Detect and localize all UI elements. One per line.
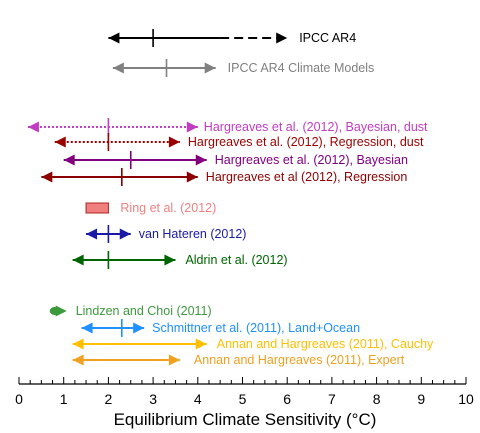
series-label: Hargreaves et al. (2012), Regression, du…: [188, 135, 424, 149]
range-arrow-head: [81, 322, 93, 334]
range-arrow-head: [72, 354, 84, 366]
range-arrow-head: [27, 121, 39, 133]
series-label: Hargreaves et al. (2012), Bayesian, dust: [204, 120, 428, 134]
range-bar: [54, 133, 180, 151]
range-arrow-head: [168, 354, 180, 366]
range-arrow-head: [72, 338, 84, 350]
series-label: Schmittner et al. (2011), Land+Ocean: [152, 321, 360, 335]
x-axis-label: Equilibrium Climate Sensitivity (°C): [114, 410, 377, 429]
series-label: Annan and Hargreaves (2011), Cauchy: [217, 337, 434, 351]
series-label: IPCC AR4 Climate Models: [228, 61, 375, 75]
range-bar: [41, 168, 198, 186]
range-bar: [112, 59, 216, 77]
range-bar: [86, 225, 131, 243]
x-tick-label: 4: [194, 391, 202, 407]
range-arrow-head: [186, 121, 198, 133]
x-tick-label: 1: [60, 391, 68, 407]
range-arrow-head: [276, 32, 288, 44]
x-tick-label: 6: [283, 391, 291, 407]
range-bar: [72, 354, 180, 366]
range-arrow-head: [112, 62, 124, 74]
x-tick-label: 3: [149, 391, 157, 407]
series-label: Annan and Hargreaves (2011), Expert: [194, 353, 405, 367]
x-tick-label: 8: [373, 391, 381, 407]
series-label: van Hateren (2012): [139, 227, 247, 241]
range-bar: [85, 202, 109, 214]
x-tick-label: 2: [105, 391, 113, 407]
series-label: Lindzen and Choi (2011): [76, 304, 212, 318]
range-bar: [49, 305, 67, 317]
range-arrow-head: [168, 136, 180, 148]
x-axis: 0 1 2 3 4 5 6 7 8 9 10: [15, 377, 474, 407]
series-labels: IPCC AR4 IPCC AR4 Climate Models Hargreave…: [76, 31, 434, 367]
range-arrow-head: [195, 338, 207, 350]
range-arrow-head: [133, 322, 145, 334]
range-bar: [108, 29, 288, 47]
range-bar: [72, 338, 207, 350]
range-box: [85, 202, 109, 214]
range-arrow-head: [204, 62, 216, 74]
range-arrow-head: [63, 154, 75, 166]
x-tick-label: 9: [417, 391, 425, 407]
range-arrow-head: [41, 171, 53, 183]
series-label: Hargreaves et al. (2012), Bayesian: [215, 153, 408, 167]
range-bar: [72, 251, 176, 269]
range-arrow-head: [186, 171, 198, 183]
range-bar: [27, 118, 198, 136]
range-arrow-head: [54, 136, 66, 148]
range-bar: [81, 319, 145, 337]
series-label: IPCC AR4: [299, 31, 356, 45]
range-bars: [27, 29, 288, 366]
range-arrow-head: [108, 32, 120, 44]
x-tick-label: 5: [239, 391, 247, 407]
range-arrow-head: [164, 254, 176, 266]
range-bar: [63, 151, 207, 169]
range-arrow-head: [86, 228, 98, 240]
series-label: Aldrin et al. (2012): [185, 253, 287, 267]
series-label: Hargreaves et al (2012), Regression: [206, 170, 408, 184]
x-tick-label: 7: [328, 391, 336, 407]
x-tick-label: 0: [15, 391, 23, 407]
series-label: Ring et al. (2012): [120, 201, 216, 215]
range-arrow-head: [195, 154, 207, 166]
x-tick-label: 10: [458, 391, 474, 407]
range-arrow-head: [55, 305, 67, 317]
range-arrow-head: [119, 228, 131, 240]
range-arrow-head: [72, 254, 84, 266]
